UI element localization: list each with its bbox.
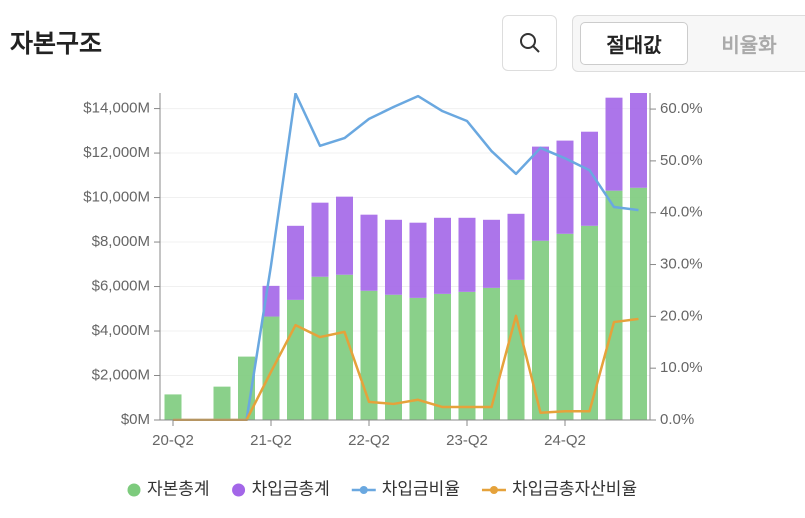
bar: [336, 196, 353, 275]
bar: [605, 190, 623, 420]
bar: [434, 293, 451, 420]
bar: [483, 219, 500, 288]
bar: [409, 222, 427, 298]
bar: [630, 93, 647, 188]
bar: [507, 213, 525, 280]
bar: [458, 217, 476, 292]
y-tick-label: $14,000M: [83, 100, 150, 117]
y-tick-label: $8,000M: [92, 233, 150, 250]
y2-tick-label: 30.0%: [660, 256, 703, 273]
x-tick-label: 20-Q2: [152, 432, 194, 449]
y-tick-label: $2,000M: [92, 366, 150, 383]
line: [173, 314, 639, 421]
legend-label: 차입금비율: [382, 479, 460, 498]
bar: [556, 140, 574, 234]
bar: [311, 276, 329, 420]
legend-marker: [127, 483, 141, 497]
y-tick-label: $6,000M: [92, 277, 150, 294]
bar: [385, 219, 402, 295]
legend-marker: [489, 486, 498, 494]
bar: [458, 291, 476, 420]
y2-tick-label: 10.0%: [660, 359, 703, 376]
bar: [434, 217, 451, 294]
bar: [360, 214, 378, 291]
x-tick-label: 21-Q2: [250, 432, 292, 449]
bar: [385, 294, 402, 420]
bar: [287, 299, 304, 420]
bar: [164, 394, 182, 420]
x-tick-label: 23-Q2: [446, 432, 488, 449]
bar: [409, 297, 427, 420]
y-tick-label: $12,000M: [83, 144, 150, 161]
legend-label: 차입금총자산비율: [512, 479, 637, 498]
bar: [532, 240, 549, 420]
y2-tick-label: 0.0%: [660, 411, 694, 428]
bar: [507, 279, 525, 420]
bar: [556, 233, 574, 420]
y2-tick-label: 40.0%: [660, 204, 703, 221]
bar: [287, 225, 304, 300]
toggle-ratio[interactable]: 비율화: [721, 35, 777, 57]
bar: [262, 316, 280, 420]
legend-marker: [232, 483, 246, 497]
bar: [605, 97, 623, 191]
bar: [336, 274, 353, 420]
y2-tick-label: 50.0%: [660, 152, 703, 169]
y2-tick-label: 20.0%: [660, 307, 703, 324]
legend-label: 자본총계: [147, 479, 210, 498]
legend-marker: [359, 486, 368, 494]
view-toggle: 절대값 비율화: [572, 15, 805, 72]
bar: [581, 131, 598, 226]
toggle-absolute[interactable]: 절대값: [580, 22, 688, 65]
page-title: 자본구조: [10, 30, 103, 58]
legend-label: 차입금총계: [252, 479, 330, 498]
y-tick-label: $10,000M: [83, 189, 150, 206]
bar: [213, 386, 231, 420]
line: [173, 93, 639, 421]
bar: [311, 202, 329, 277]
bar: [238, 356, 255, 420]
x-tick-label: 24-Q2: [544, 432, 586, 449]
y2-tick-label: 60.0%: [660, 100, 703, 117]
search-icon: [519, 33, 540, 53]
y-tick-label: $4,000M: [92, 322, 150, 339]
plot-area: [164, 93, 647, 421]
y-tick-label: $0M: [121, 411, 150, 428]
search-button[interactable]: [502, 15, 557, 71]
bar: [483, 287, 500, 420]
bar: [581, 225, 598, 420]
x-tick-label: 22-Q2: [348, 432, 390, 449]
bar: [532, 146, 549, 241]
bar: [630, 187, 647, 420]
